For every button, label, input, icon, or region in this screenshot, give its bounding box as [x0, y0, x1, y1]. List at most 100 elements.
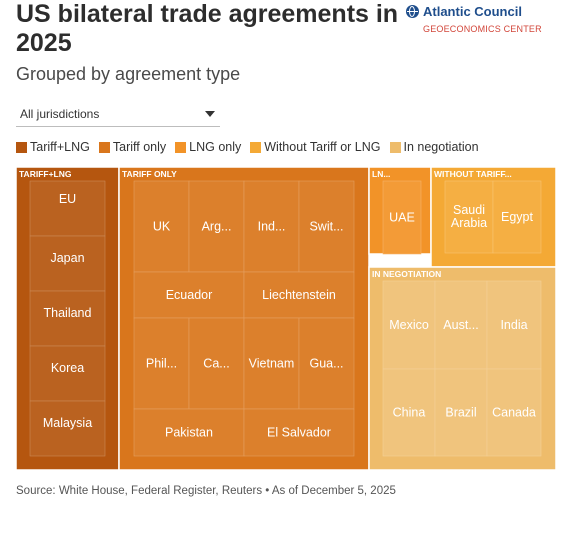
country-tile[interactable]: India [486, 280, 542, 370]
legend-item[interactable]: Tariff+LNG [16, 140, 90, 154]
legend-item[interactable]: Tariff only [98, 140, 167, 154]
tile-rect [29, 180, 106, 237]
legend-item[interactable]: LNG only [175, 140, 241, 154]
country-tile[interactable]: Egypt [492, 180, 542, 254]
legend-label: LNG only [189, 140, 242, 154]
tile-rect [298, 180, 355, 273]
tile-rect [243, 408, 355, 457]
country-tile[interactable]: Swit... [298, 180, 355, 273]
tile-label: Saudi Arabia [451, 203, 487, 230]
group-label: TARIFF ONLY [122, 169, 177, 179]
tile-rect [492, 180, 542, 254]
legend-item[interactable]: In negotiation [389, 140, 479, 154]
tile-label: UK [153, 220, 171, 234]
group-label: LN... [372, 169, 390, 179]
tile-label: Japan [50, 251, 84, 265]
jurisdiction-dropdown[interactable]: All jurisdictions [16, 104, 220, 127]
legend-swatch [98, 141, 110, 153]
treemap-group[interactable]: TARIFF+LNG EU Japan Thailand Korea Malaysia [16, 167, 120, 470]
tile-label: Vietnam [249, 357, 295, 371]
tile-rect [434, 280, 488, 370]
tile-rect [133, 317, 190, 410]
group-label: TARIFF+LNG [19, 169, 72, 179]
tile-label: China [393, 406, 426, 420]
country-tile[interactable]: UK [133, 180, 190, 273]
tile-label: Ecuador [166, 288, 213, 302]
tile-rect [29, 290, 106, 347]
tile-label: Brazil [445, 406, 476, 420]
country-tile[interactable]: Japan [29, 235, 106, 292]
tile-rect [243, 271, 355, 319]
group-label: WITHOUT TARIFF... [434, 169, 512, 179]
country-tile[interactable]: China [382, 368, 436, 457]
chart-title: US bilateral trade agreements in 2025 [16, 0, 399, 57]
country-tile[interactable]: Ind... [243, 180, 300, 273]
tile-label: Korea [51, 361, 84, 375]
legend-swatch [389, 141, 401, 153]
legend-swatch [250, 141, 262, 153]
country-tile[interactable]: Liechtenstein [243, 271, 355, 319]
tile-rect [29, 345, 106, 402]
country-tile[interactable]: Thailand [29, 290, 106, 347]
dropdown-selected-value: All jurisdictions [20, 107, 100, 121]
logo-subtitle: GEOECONOMICS CENTER [423, 24, 542, 34]
country-tile[interactable]: Ecuador [133, 271, 245, 319]
tile-label: India [500, 318, 527, 332]
country-tile[interactable]: UAE [382, 180, 422, 255]
tile-rect [133, 180, 190, 273]
tile-rect [486, 280, 542, 370]
legend-label: Tariff+LNG [30, 140, 90, 154]
tile-rect [29, 400, 106, 457]
country-tile[interactable]: Aust... [434, 280, 488, 370]
tile-rect [243, 180, 300, 273]
tile-rect [434, 368, 488, 457]
country-tile[interactable]: Phil... [133, 317, 190, 410]
country-tile[interactable]: Malaysia [29, 400, 106, 457]
treemap-group[interactable]: LN... UAE [368, 167, 432, 255]
tile-label: Gua... [309, 357, 343, 371]
group-label: IN NEGOTIATION [372, 269, 441, 279]
atlantic-council-logo[interactable]: Atlantic Council GEOECONOMICS CENTER [406, 4, 556, 34]
tile-rect [188, 180, 245, 273]
country-tile[interactable]: Brazil [434, 368, 488, 457]
tile-label: Thailand [44, 306, 92, 320]
country-tile[interactable]: Korea [29, 345, 106, 402]
tile-rect [133, 271, 245, 319]
chart-legend: Tariff+LNG Tariff only LNG only Without Tar… [16, 140, 479, 154]
treemap-group[interactable]: IN NEGOTIATION Mexico Aust... India China Bra… [368, 266, 557, 470]
treemap-group[interactable]: WITHOUT TARIFF... Saudi Arabia Egypt [430, 167, 557, 268]
tile-label: Liechtenstein [262, 288, 336, 302]
country-tile[interactable]: El Salvador [243, 408, 355, 457]
tile-label: Egypt [501, 210, 533, 224]
tile-label: Malaysia [43, 416, 92, 430]
tile-label: Aust... [443, 318, 478, 332]
country-tile[interactable]: Vietnam [243, 317, 300, 410]
legend-swatch [175, 141, 187, 153]
tile-rect [382, 180, 422, 255]
legend-label: Tariff only [112, 140, 167, 154]
tile-rect [382, 368, 436, 457]
legend-item[interactable]: Without Tariff or LNG [250, 140, 381, 154]
globe-icon [406, 5, 419, 18]
tile-label: EU [59, 192, 76, 206]
tile-label: Canada [492, 406, 536, 420]
country-tile[interactable]: EU [29, 180, 106, 237]
country-tile[interactable]: Ca... [188, 317, 245, 410]
country-tile[interactable]: Mexico [382, 280, 436, 370]
chart-subtitle: Grouped by agreement type [16, 64, 241, 84]
treemap-chart: TARIFF+LNGEUJapanThailandKoreaMalaysiaTA… [16, 167, 557, 470]
tile-label: Swit... [309, 220, 343, 234]
tile-label: Ind... [258, 220, 286, 234]
country-tile[interactable]: Arg... [188, 180, 245, 273]
country-tile[interactable]: Gua... [298, 317, 355, 410]
tile-label: UAE [389, 211, 415, 225]
country-tile[interactable]: Pakistan [133, 408, 245, 457]
treemap-group[interactable]: TARIFF ONLY UK Arg... Ind... Swit... Ecuador L… [118, 167, 370, 470]
chevron-down-icon [205, 111, 215, 117]
country-tile[interactable]: Saudi Arabia [444, 180, 494, 254]
country-tile[interactable]: Canada [486, 368, 542, 457]
tile-label: El Salvador [267, 426, 331, 440]
legend-label: In negotiation [403, 140, 479, 154]
tile-rect [486, 368, 542, 457]
tile-rect [133, 408, 245, 457]
